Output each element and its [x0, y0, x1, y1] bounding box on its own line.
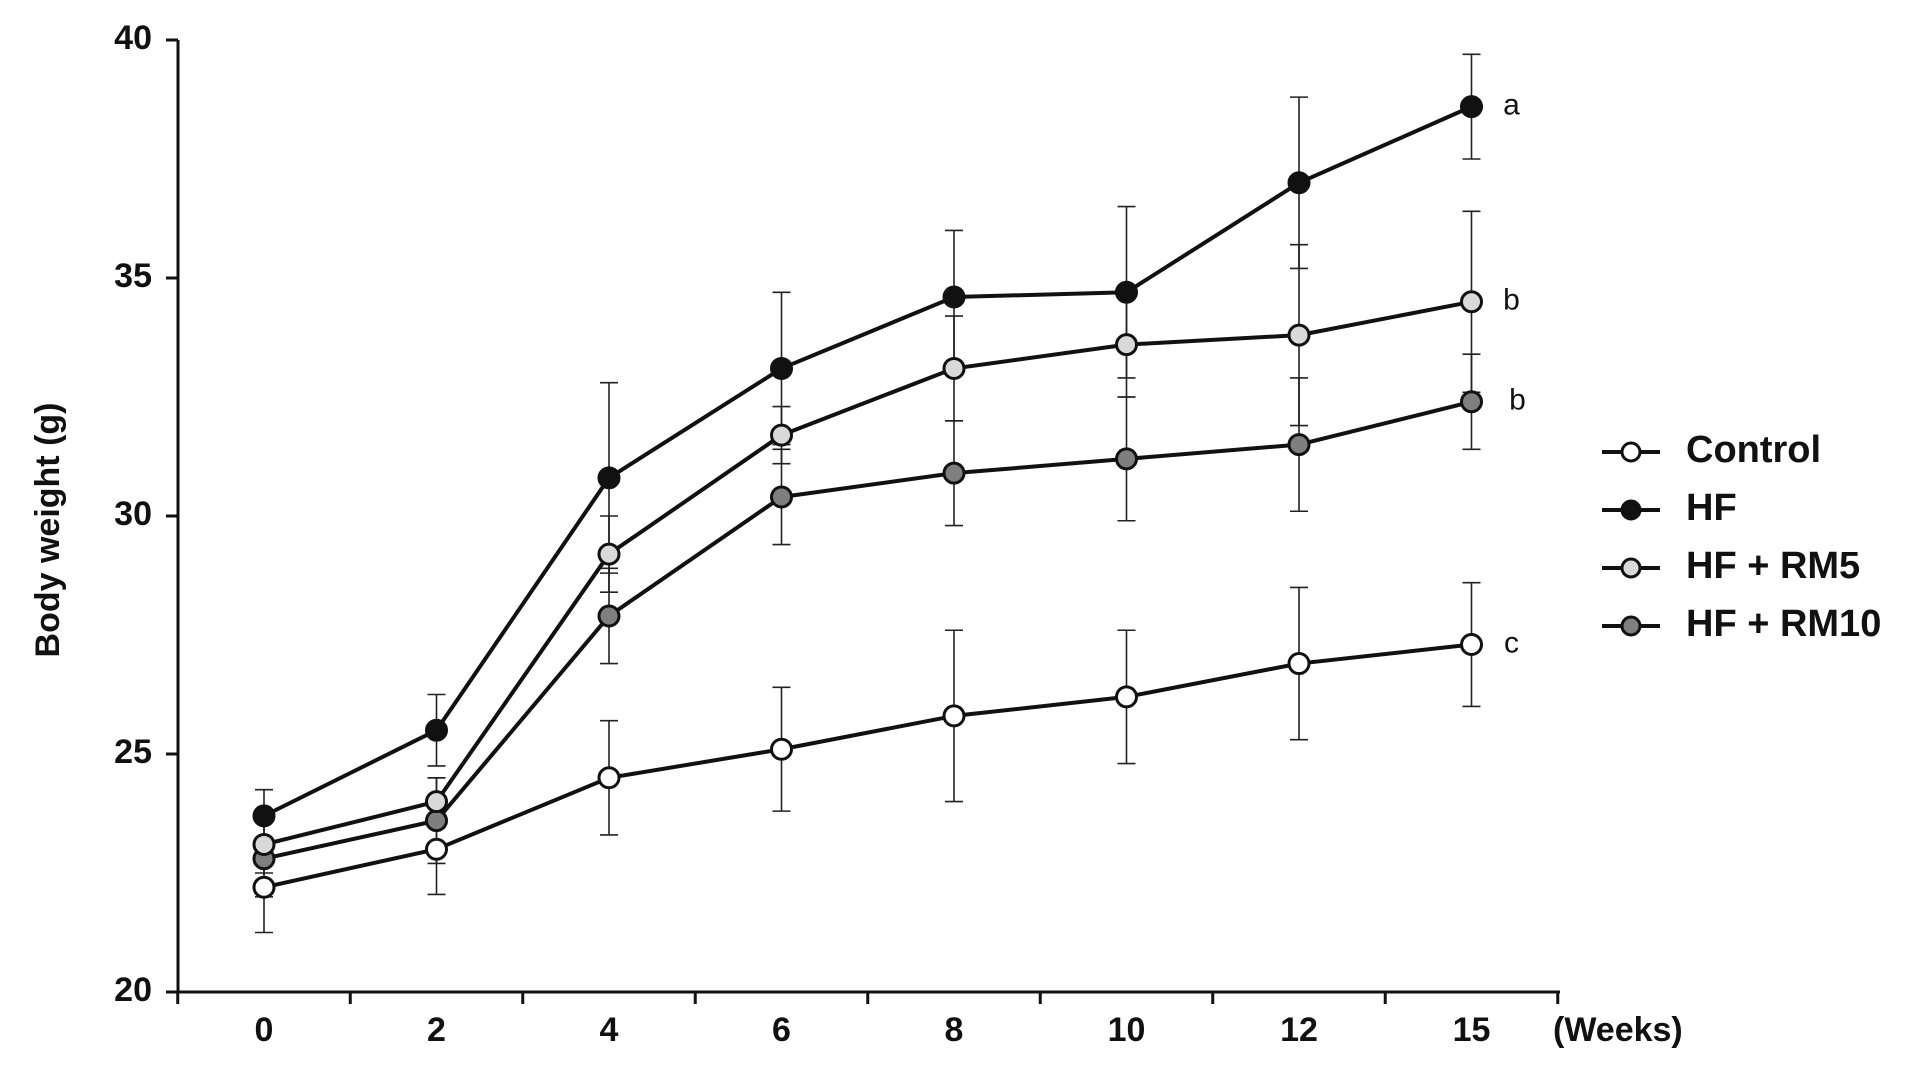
data-point-control	[770, 737, 793, 761]
legend: Control HF HF + RM5 HF + RM10	[1602, 429, 1881, 645]
data-point-hf	[252, 804, 276, 828]
significance-label-hf-rm5: b	[1503, 284, 1520, 317]
x-tick-label: 12	[1280, 1011, 1318, 1049]
data-point-control	[1460, 633, 1483, 657]
x-tick-label: 0	[255, 1011, 274, 1049]
data-point-hf-rm5	[597, 542, 621, 566]
y-tick-label: 20	[114, 971, 152, 1009]
legend-marker-hf-rm10	[1620, 615, 1642, 637]
significance-label-hf-rm10: b	[1509, 384, 1526, 417]
data-point-hf	[942, 285, 966, 309]
data-point-hf-rm10	[1287, 433, 1311, 457]
error-bars	[255, 53, 1481, 934]
data-point-hf-rm5	[1115, 333, 1138, 357]
data-point-hf-rm10	[1460, 390, 1483, 414]
x-tick-label: 8	[945, 1011, 964, 1049]
data-point-hf-rm5	[252, 832, 276, 856]
data-point-hf	[1115, 280, 1138, 304]
data-points	[252, 95, 1483, 899]
significance-labels: c b b a	[1503, 89, 1526, 660]
legend-label-hf: HF	[1686, 487, 1737, 529]
data-point-control	[1115, 685, 1138, 709]
legend-marker-hf-rm5	[1620, 557, 1642, 579]
significance-label-control: c	[1504, 626, 1519, 659]
legend-item-control: Control	[1602, 429, 1821, 471]
y-tick-label: 40	[114, 19, 152, 57]
data-point-control	[1287, 652, 1311, 676]
data-point-hf	[1460, 95, 1483, 119]
data-point-hf-rm5	[1460, 290, 1483, 314]
data-point-hf-rm5	[425, 790, 448, 814]
y-axis-title: Body weight (g)	[29, 403, 67, 658]
data-point-hf-rm10	[942, 461, 966, 485]
data-point-hf-rm10	[1115, 447, 1138, 471]
data-point-hf-rm5	[770, 423, 793, 447]
legend-item-hf-rm5: HF + RM5	[1602, 545, 1860, 587]
data-point-hf-rm10	[425, 809, 448, 833]
significance-label-hf: a	[1503, 89, 1520, 122]
y-tick-label: 35	[114, 257, 152, 295]
legend-item-hf: HF	[1602, 487, 1737, 529]
data-point-control	[425, 837, 448, 861]
series-line-hf-rm10	[263, 399, 1472, 861]
legend-label-hf-rm5: HF + RM5	[1686, 545, 1860, 587]
data-point-hf	[425, 718, 448, 742]
legend-item-hf-rm10: HF + RM10	[1602, 603, 1881, 645]
series-line-control	[263, 642, 1472, 890]
data-point-control	[252, 875, 276, 899]
data-point-hf	[597, 466, 621, 490]
legend-marker-control	[1620, 441, 1642, 463]
legend-label-hf-rm10: HF + RM10	[1686, 603, 1881, 645]
x-axis-title: (Weeks)	[1553, 1011, 1683, 1049]
y-tick-label: 25	[114, 733, 152, 771]
series-line-hf	[263, 104, 1473, 818]
data-point-hf-rm5	[942, 356, 966, 380]
data-point-control	[942, 704, 966, 728]
x-tick-label: 15	[1453, 1011, 1491, 1049]
legend-label-control: Control	[1686, 429, 1821, 471]
data-point-hf	[1287, 171, 1311, 195]
data-point-hf-rm10	[597, 604, 621, 628]
series-lines	[263, 104, 1473, 890]
series-line-hf-rm5	[263, 299, 1472, 847]
y-tick-label: 30	[114, 495, 152, 533]
data-point-hf-rm10	[770, 485, 793, 509]
data-point-hf-rm5	[1287, 323, 1311, 347]
data-point-control	[597, 766, 621, 790]
legend-marker-hf	[1620, 499, 1642, 521]
x-tick-label: 4	[600, 1011, 619, 1049]
axes: 20 25 30 35 40 0 2 4 6 8 10 12 15	[114, 19, 1560, 1049]
x-tick-label: 10	[1108, 1011, 1146, 1049]
x-tick-label: 2	[427, 1011, 446, 1049]
data-point-hf	[770, 356, 793, 380]
x-tick-label: 6	[772, 1011, 791, 1049]
